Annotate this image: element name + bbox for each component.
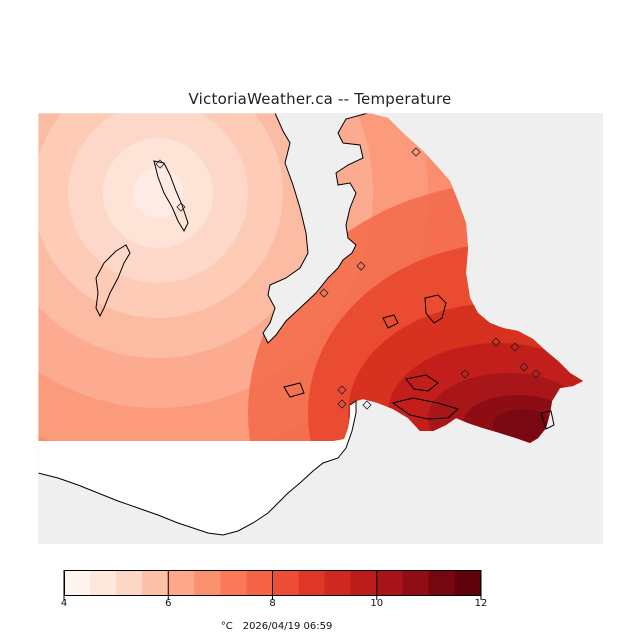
station-marker[interactable]: [356, 261, 366, 271]
timestamp: 2026/04/19 06:59: [242, 621, 333, 632]
unit-label: °C: [220, 621, 233, 632]
station-marker[interactable]: [176, 202, 186, 212]
colorbar-tick-label: 6: [165, 598, 172, 609]
colorbar-segment: [298, 570, 326, 596]
station-marker[interactable]: [155, 159, 165, 169]
station-marker[interactable]: [519, 362, 529, 372]
colorbar-tick-label: 4: [60, 598, 68, 609]
colorbar-segment: [142, 570, 169, 596]
station-marker[interactable]: [510, 342, 520, 352]
station-marker[interactable]: [319, 288, 329, 298]
station-marker[interactable]: [491, 337, 501, 347]
station-marker[interactable]: [362, 400, 372, 410]
coastlines: [38, 113, 555, 536]
station-marker[interactable]: [411, 147, 421, 157]
station-markers: [155, 147, 541, 410]
colorbar-segment: [428, 570, 456, 596]
colorbar-tick-label: 10: [370, 598, 384, 609]
colorbar-segment: [116, 570, 143, 596]
colorbar-segment: [168, 570, 195, 596]
colorbar-svg: [63, 570, 482, 600]
colorbar: [63, 570, 482, 600]
colorbar-segment: [324, 570, 352, 596]
colorbar-segment: [246, 570, 273, 596]
station-marker[interactable]: [460, 369, 470, 379]
temperature-map: [38, 113, 603, 544]
colorbar-segment: [194, 570, 221, 596]
colorbar-segment: [454, 570, 482, 596]
colorbar-segment: [350, 570, 378, 596]
station-marker[interactable]: [337, 399, 347, 409]
colorbar-segment: [64, 570, 91, 596]
colorbar-segment: [376, 570, 404, 596]
station-marker[interactable]: [337, 385, 347, 395]
map-caption: °C 2026/04/19 06:59: [208, 610, 342, 640]
colorbar-segment: [90, 570, 117, 596]
colorbar-segment: [220, 570, 247, 596]
colorbar-segment: [402, 570, 430, 596]
map-title: VictoriaWeather.ca -- Temperature: [188, 90, 452, 108]
colorbar-segment: [272, 570, 300, 596]
colorbar-tick-label: 8: [269, 598, 276, 609]
land-area-south: [38, 401, 356, 535]
colorbar-tick-label: 12: [474, 598, 488, 609]
map-svg: [38, 113, 603, 544]
station-marker[interactable]: [531, 369, 541, 379]
